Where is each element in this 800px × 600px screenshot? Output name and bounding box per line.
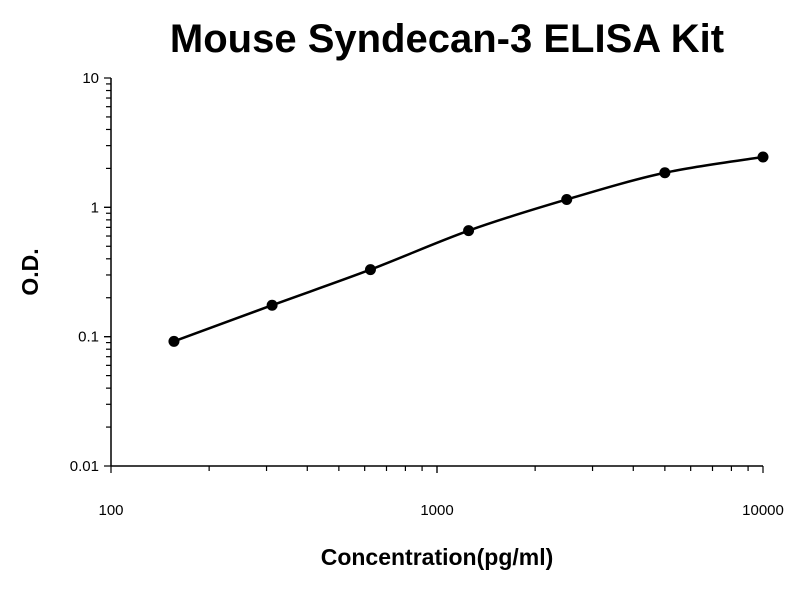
axes [110,78,763,467]
data-point [463,225,475,237]
x-tick-labels: 100 1000 10000 [98,502,783,519]
y-tick-label: 0.01 [70,458,99,475]
data-point [561,193,573,205]
y-tick-labels: 0.01 0.1 1 10 [70,70,99,475]
x-tick-label: 10000 [742,502,784,519]
x-axis-label: Concentration(pg/ml) [321,544,554,570]
data-point [364,264,376,276]
series-group [168,151,769,347]
data-point [168,335,180,347]
data-point [266,299,278,311]
x-tick-label: 100 [98,502,123,519]
x-tick-label: 1000 [420,502,453,519]
minor-ticks [104,77,764,473]
y-tick-label: 10 [82,70,99,87]
y-tick-label: 1 [91,199,99,216]
y-axis-label: O.D. [17,248,43,295]
y-tick-label: 0.1 [78,329,99,346]
series-line [173,155,764,343]
data-point [757,151,769,163]
data-point [659,167,671,179]
chart-title: Mouse Syndecan-3 ELISA Kit [170,17,724,61]
